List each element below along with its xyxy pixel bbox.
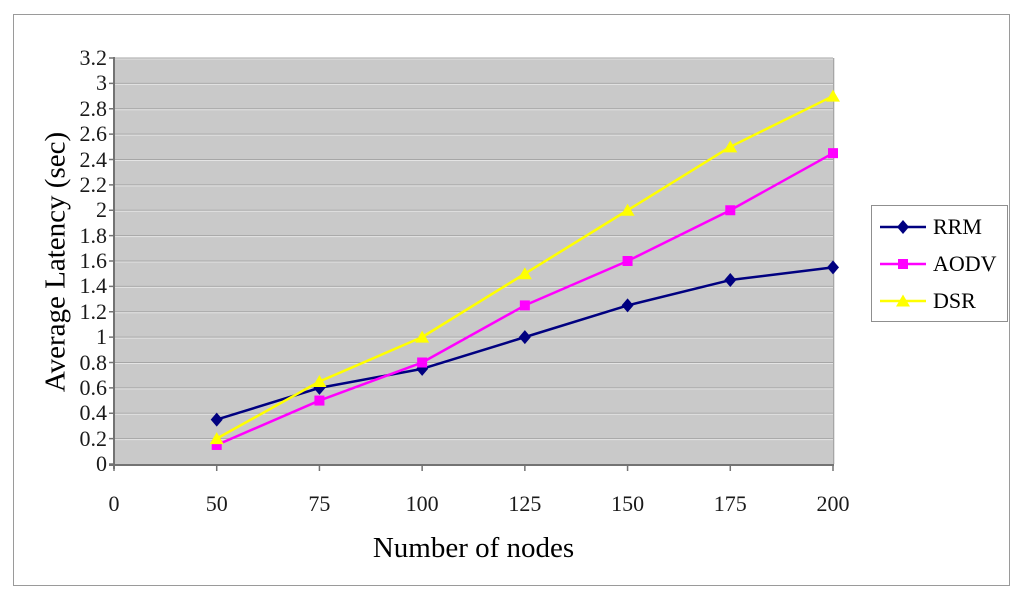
y-tick-label: 3: [96, 70, 107, 96]
square-icon: [898, 258, 908, 269]
y-tick-label: 2.4: [79, 146, 108, 172]
chart-figure: 0 0.2 0.4 0.6 0.8 1 1.2 1.4 1.6 1.8 2 2.2 2.4 2.6 2.8 3…: [13, 14, 1010, 586]
legend-swatch-square: [880, 258, 926, 269]
x-tick-label: 150: [611, 491, 645, 516]
legend-swatch-triangle: [880, 294, 926, 306]
plot-area: [109, 57, 840, 471]
marker-square-aodv: [828, 148, 838, 159]
triangle-icon: [896, 294, 910, 306]
y-tick-label: 2.6: [79, 121, 108, 147]
marker-triangle-dsr: [826, 89, 840, 102]
y-tick-label: 3.2: [79, 45, 108, 70]
legend-label: AODV: [933, 250, 997, 276]
y-tick-label: 0.4: [79, 400, 108, 426]
marker-square-aodv: [725, 205, 736, 216]
y-tick-label: 1.4: [79, 273, 108, 299]
y-tick-label: 1: [96, 324, 107, 350]
y-tick-label: 0.6: [79, 374, 108, 400]
marker-triangle-dsr: [517, 267, 532, 280]
x-tick-label: 175: [713, 491, 747, 516]
marker-diamond-rrm: [210, 412, 223, 427]
marker-diamond-rrm: [518, 330, 531, 345]
y-tick-label: 2.8: [79, 95, 108, 121]
marker-square-aodv: [314, 395, 325, 406]
y-tick-label: 2.2: [79, 171, 108, 197]
legend-item-dsr: DSR: [879, 282, 1007, 319]
x-tick-label: 50: [205, 491, 228, 516]
legend-swatch-diamond: [880, 219, 926, 234]
x-tick-label: 200: [816, 491, 850, 516]
legend-label: DSR: [933, 287, 976, 313]
y-axis-title: Average Latency (sec): [39, 131, 72, 393]
y-tick-label: 0.2: [79, 425, 108, 451]
x-tick-label: 0: [108, 491, 120, 516]
legend-label: RRM: [933, 213, 982, 239]
y-tick-label: 2: [96, 197, 107, 223]
marker-square-aodv: [622, 256, 633, 266]
marker-diamond-rrm: [827, 260, 839, 275]
marker-diamond-rrm: [724, 273, 737, 288]
marker-triangle-dsr: [620, 203, 635, 216]
y-tick-label: 0: [96, 451, 107, 476]
y-tick-label: 1.8: [79, 222, 108, 248]
y-tick-label: 1.2: [79, 298, 108, 324]
marker-triangle-dsr: [209, 432, 224, 445]
marker-diamond-rrm: [621, 298, 634, 313]
marker-triangle-dsr: [312, 375, 327, 388]
x-tick-label: 100: [405, 491, 439, 516]
y-tick-label: 1.6: [79, 248, 108, 273]
marker-square-aodv: [417, 357, 428, 368]
legend-item-aodv: AODV: [879, 245, 1007, 282]
x-axis-title: Number of nodes: [372, 532, 575, 564]
marker-square-aodv: [519, 300, 530, 311]
y-tick-label: 0.8: [79, 349, 108, 375]
marker-triangle-dsr: [415, 330, 430, 343]
legend-item-rrm: RRM: [879, 208, 1007, 245]
x-tick-label: 75: [308, 491, 331, 516]
legend: RRM AODV DSR: [871, 205, 1008, 322]
marker-triangle-dsr: [723, 140, 738, 153]
diamond-icon: [897, 219, 909, 234]
x-tick-label: 125: [508, 491, 542, 516]
